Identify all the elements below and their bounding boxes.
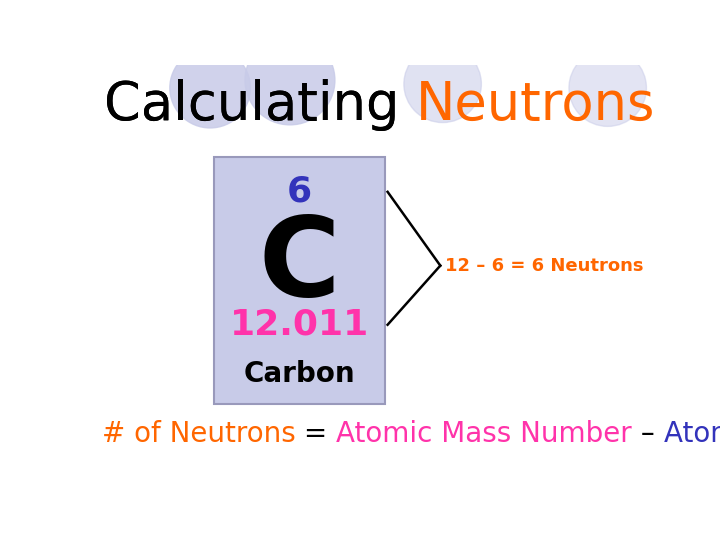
- Text: Calculating: Calculating: [104, 79, 416, 131]
- Text: Atomic Mass Number: Atomic Mass Number: [336, 421, 632, 448]
- Text: 12 – 6 = 6 Neutrons: 12 – 6 = 6 Neutrons: [445, 256, 644, 275]
- Text: 12.011: 12.011: [230, 308, 369, 342]
- Circle shape: [245, 36, 335, 125]
- Text: Calculating: Calculating: [104, 79, 416, 131]
- Text: Neutrons: Neutrons: [416, 79, 656, 131]
- Text: Atomic number: Atomic number: [664, 421, 720, 448]
- Text: –: –: [632, 421, 664, 448]
- Text: 6: 6: [287, 175, 312, 209]
- Bar: [214, 157, 384, 403]
- Text: # of Neutrons: # of Neutrons: [102, 421, 295, 448]
- Circle shape: [569, 49, 647, 126]
- Text: =: =: [295, 421, 336, 448]
- Text: Carbon: Carbon: [243, 360, 355, 388]
- Text: C: C: [258, 212, 340, 319]
- Circle shape: [170, 48, 251, 128]
- Circle shape: [404, 45, 482, 123]
